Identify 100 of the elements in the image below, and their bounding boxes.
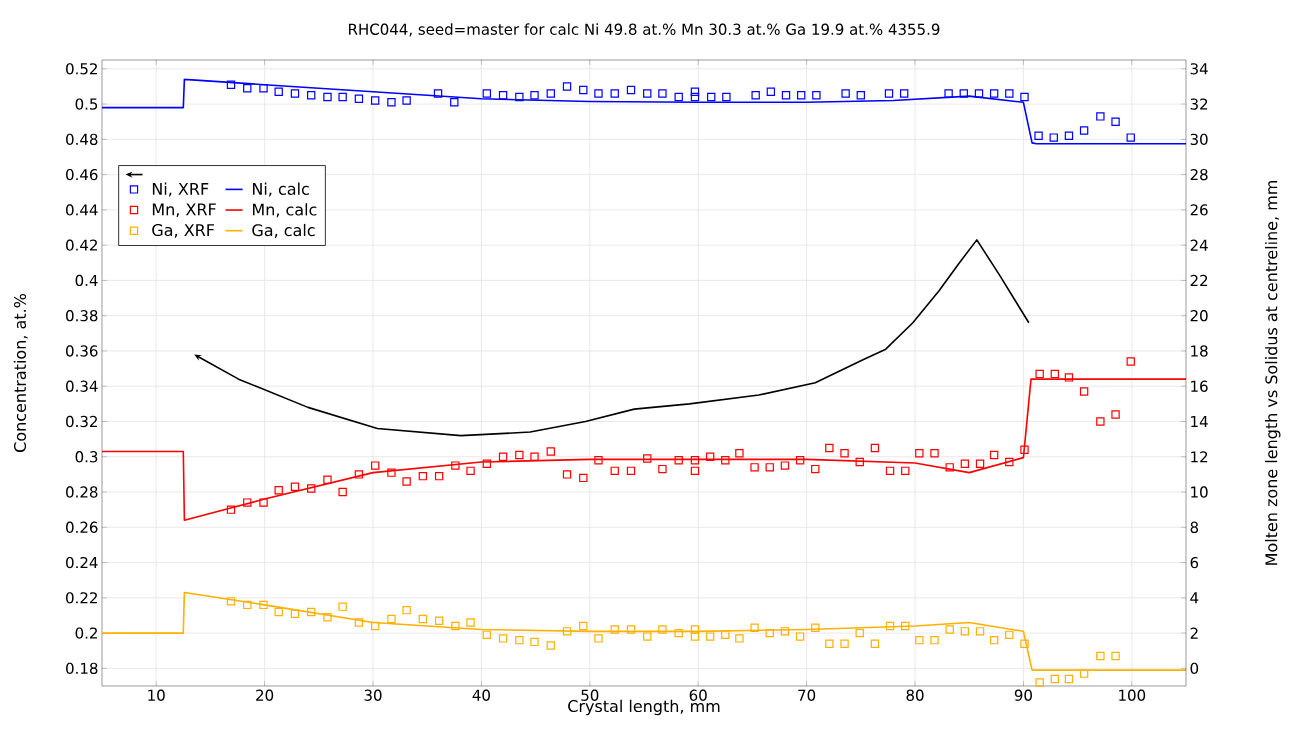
point [290,609,300,618]
point [594,456,603,465]
point [387,98,396,107]
point [812,91,821,100]
point [781,91,791,100]
y2-tick-label: 8 [1190,521,1199,533]
point [1096,417,1105,426]
point [1079,126,1089,135]
x-tick-label: 70 [798,689,816,701]
point [751,91,760,100]
point [690,456,700,465]
point [690,87,700,96]
point [960,459,970,469]
y-tick-label: 0.22 [66,592,97,604]
point [418,614,428,624]
point [643,89,652,98]
point [370,461,380,470]
point [870,639,880,648]
point [1035,369,1044,379]
point [1079,387,1089,396]
y-tick-label: 0.2 [75,627,97,639]
point [579,621,588,631]
point [825,443,834,453]
x-tick-label: 10 [148,689,165,701]
y-tick-label: 0.26 [66,521,98,533]
point [562,627,572,636]
point [735,634,744,643]
legend-label: Ni, calc [252,182,309,197]
y-tick-label: 0.42 [66,239,97,251]
point [259,600,268,610]
point [856,91,866,100]
point [515,450,524,460]
y-tick-label: 0.44 [66,204,98,216]
point [290,89,300,98]
point [402,96,411,105]
legend-label: Mn, XRF [152,203,216,217]
point [658,464,667,474]
point [307,607,316,617]
point [1034,131,1043,141]
point [482,630,492,640]
x-tick-label: 60 [689,689,707,701]
point [546,89,555,98]
point [795,456,805,465]
point [974,89,984,98]
point [658,89,667,98]
point [338,92,347,102]
point [643,632,652,641]
point [1096,651,1105,661]
x-tick-label: 80 [906,689,924,701]
point [811,464,820,474]
point [530,91,539,100]
point [1111,410,1120,419]
point [466,466,475,476]
point [433,89,443,98]
point [735,449,744,458]
point [1111,117,1120,126]
y2-tick-label: 26 [1190,204,1208,216]
point [989,89,999,98]
x-tick-label: 20 [256,689,274,701]
point [1005,457,1014,467]
point [498,91,508,100]
x-tick-label: 30 [364,689,382,701]
point [498,452,508,461]
x-tick-label: 100 [1119,689,1146,701]
y2-tick-label: 20 [1190,310,1208,322]
y2-tick-label: 28 [1190,168,1208,181]
point [674,628,683,638]
y-tick-label: 0.52 [66,63,97,75]
point [989,635,999,645]
point [338,487,347,497]
point [1020,639,1029,648]
point [915,635,924,645]
point [323,475,332,484]
point [243,600,252,610]
y-tick-label: 0.38 [66,310,98,322]
point [594,89,603,98]
point [930,449,939,458]
point [855,457,864,467]
point [690,466,700,476]
point [610,466,619,476]
point [226,80,236,89]
y-tick-label: 0.28 [66,486,98,498]
point [370,621,380,631]
y-axis-title: Concentration, at.% [13,294,28,452]
point [274,87,283,96]
y-tick-label: 0.34 [66,380,98,392]
point [1020,92,1029,102]
y-tick-label: 0.36 [66,345,98,357]
point [796,91,806,100]
point [901,621,910,631]
point [259,498,268,507]
y-tick-label: 0.4 [75,274,98,287]
point [705,452,715,461]
point [944,89,953,98]
y2-tick-label: 22 [1190,274,1208,286]
point [498,634,508,643]
point [562,82,572,91]
point [515,92,524,102]
y2-tick-label: 24 [1190,239,1208,251]
point [930,635,939,645]
